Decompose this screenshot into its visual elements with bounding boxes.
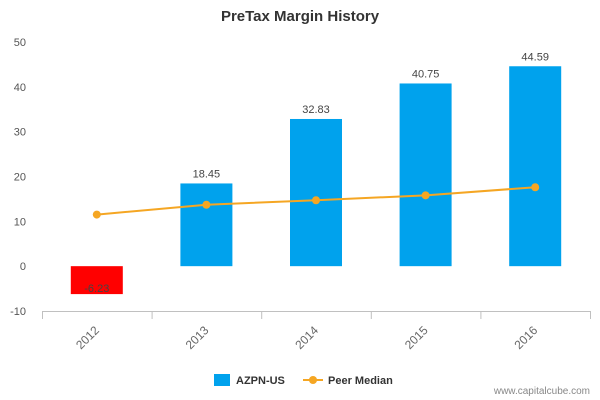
y-tick-label: 40	[14, 82, 26, 94]
peer-median-point	[421, 191, 430, 200]
bar-series	[70, 66, 562, 295]
x-tick-label: 2013	[183, 323, 212, 352]
bar-2014	[290, 118, 342, 267]
x-tick-label: 2015	[402, 323, 431, 352]
peer-median-point	[312, 196, 320, 205]
y-tick-label: 50	[14, 37, 26, 49]
peer-median-point	[531, 183, 540, 192]
bar-value-label: 40.75	[412, 68, 440, 80]
legend-label-azpn: AZPN-US	[236, 375, 285, 387]
y-tick-label: -10	[10, 306, 26, 318]
bar-2015	[399, 83, 452, 267]
peer-median-point	[202, 200, 211, 209]
bar-2013	[180, 183, 233, 267]
bar-value-label: 18.45	[193, 168, 221, 180]
bar-2012	[70, 266, 123, 295]
x-tick-label: 2016	[512, 323, 541, 352]
y-tick-label: 30	[14, 127, 26, 139]
legend-label-peer: Peer Median	[328, 375, 393, 387]
chart-title: PreTax Margin History	[221, 8, 380, 25]
x-tick-label: 2012	[73, 323, 102, 352]
bar-value-label: -6.23	[84, 283, 109, 295]
line-series	[92, 183, 540, 219]
x-tick-label: 2014	[292, 323, 321, 352]
data-labels: -6.23 18.45 32.83 40.75 44.59	[84, 51, 549, 295]
y-tick-label: 20	[14, 172, 26, 184]
y-tick-label: 0	[20, 261, 26, 273]
bar-value-label: 44.59	[521, 51, 549, 63]
bar-value-label: 32.83	[302, 104, 330, 116]
bar-2016	[509, 66, 562, 267]
source-label: www.capitalcube.com	[493, 386, 590, 397]
legend-marker-peer	[309, 376, 317, 384]
peer-median-point	[92, 210, 101, 219]
legend: AZPN-US Peer Median	[214, 374, 393, 387]
legend-swatch-azpn	[214, 374, 230, 386]
y-tick-label: 10	[14, 216, 26, 228]
